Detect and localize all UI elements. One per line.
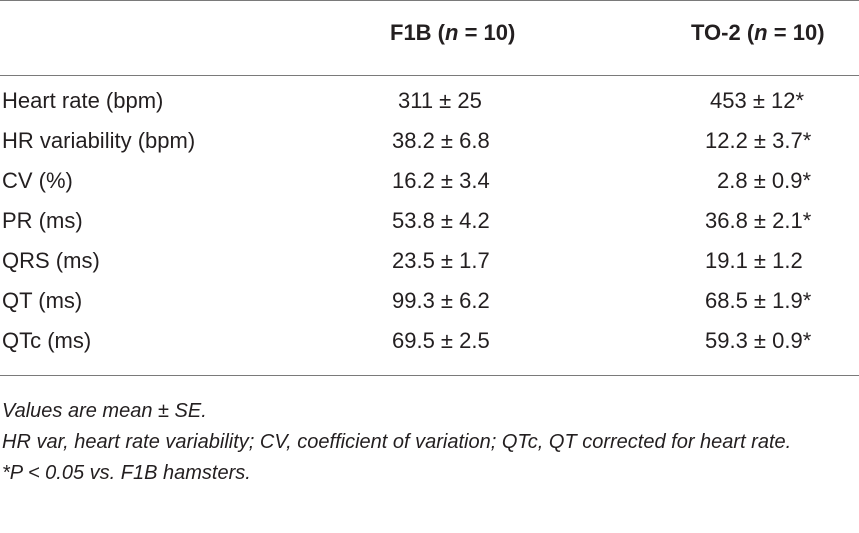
column-header-to2-n-label: n <box>754 20 768 45</box>
table-body: Heart rate (bpm) 311 ± 25 453 ± 12* HR v… <box>0 86 859 366</box>
row-label: QTc (ms) <box>2 328 92 353</box>
column-header-to2: TO-2 (n = 10) <box>691 20 825 45</box>
f1b-value: 311 ± 25 <box>398 88 482 113</box>
to2-value: 68.5 ± 1.9* <box>705 288 812 313</box>
to2-value: 12.2 ± 3.7* <box>705 128 812 153</box>
row-label: PR (ms) <box>2 208 83 233</box>
row-label: QT (ms) <box>2 288 83 313</box>
row-label: HR variability (bpm) <box>2 128 196 153</box>
footnote-significance: *P < 0.05 vs. F1B hamsters. <box>2 462 251 484</box>
table-header-row: F1B (n = 10) TO-2 (n = 10) <box>0 20 859 50</box>
row-label: CV (%) <box>2 168 73 193</box>
column-header-f1b-n-value: = 10 <box>464 20 509 45</box>
column-header-f1b-name: F1B <box>390 20 432 45</box>
table-row: QTc (ms) 69.5 ± 2.5 59.3 ± 0.9* <box>0 326 859 366</box>
footnote-abbreviations: HR var, heart rate variability; CV, coef… <box>2 431 792 453</box>
table-row: HR variability (bpm) 38.2 ± 6.8 12.2 ± 3… <box>0 126 859 166</box>
table-row: QT (ms) 99.3 ± 6.2 68.5 ± 1.9* <box>0 286 859 326</box>
f1b-value: 38.2 ± 6.8 <box>392 128 490 153</box>
column-header-to2-name: TO-2 <box>691 20 741 45</box>
table-top-rule <box>0 0 859 1</box>
table-header-rule <box>0 75 859 76</box>
f1b-value: 69.5 ± 2.5 <box>392 328 490 353</box>
table-row: PR (ms) 53.8 ± 4.2 36.8 ± 2.1* <box>0 206 859 246</box>
table-bottom-rule <box>0 375 859 376</box>
f1b-value: 53.8 ± 4.2 <box>392 208 490 233</box>
table-row: Heart rate (bpm) 311 ± 25 453 ± 12* <box>0 86 859 126</box>
to2-value: 19.1 ± 1.2 <box>705 248 803 273</box>
to2-value: 453 ± 12* <box>710 88 805 113</box>
footnote-values: Values are mean ± SE. <box>2 400 207 422</box>
to2-value: 2.8 ± 0.9* <box>717 168 812 193</box>
row-label: QRS (ms) <box>2 248 100 273</box>
to2-value: 59.3 ± 0.9* <box>705 328 812 353</box>
column-header-f1b-n-label: n <box>445 20 459 45</box>
table-row: QRS (ms) 23.5 ± 1.7 19.1 ± 1.2 <box>0 246 859 286</box>
f1b-value: 99.3 ± 6.2 <box>392 288 490 313</box>
to2-value: 36.8 ± 2.1* <box>705 208 812 233</box>
column-header-f1b: F1B (n = 10) <box>390 20 516 45</box>
column-header-to2-n-value: = 10 <box>773 20 818 45</box>
f1b-value: 16.2 ± 3.4 <box>392 168 490 193</box>
f1b-value: 23.5 ± 1.7 <box>392 248 490 273</box>
table-row: CV (%) 16.2 ± 3.4 2.8 ± 0.9* <box>0 166 859 206</box>
table-footnotes: Values are mean ± SE. HR var, heart rate… <box>2 396 854 489</box>
row-label: Heart rate (bpm) <box>2 88 164 113</box>
